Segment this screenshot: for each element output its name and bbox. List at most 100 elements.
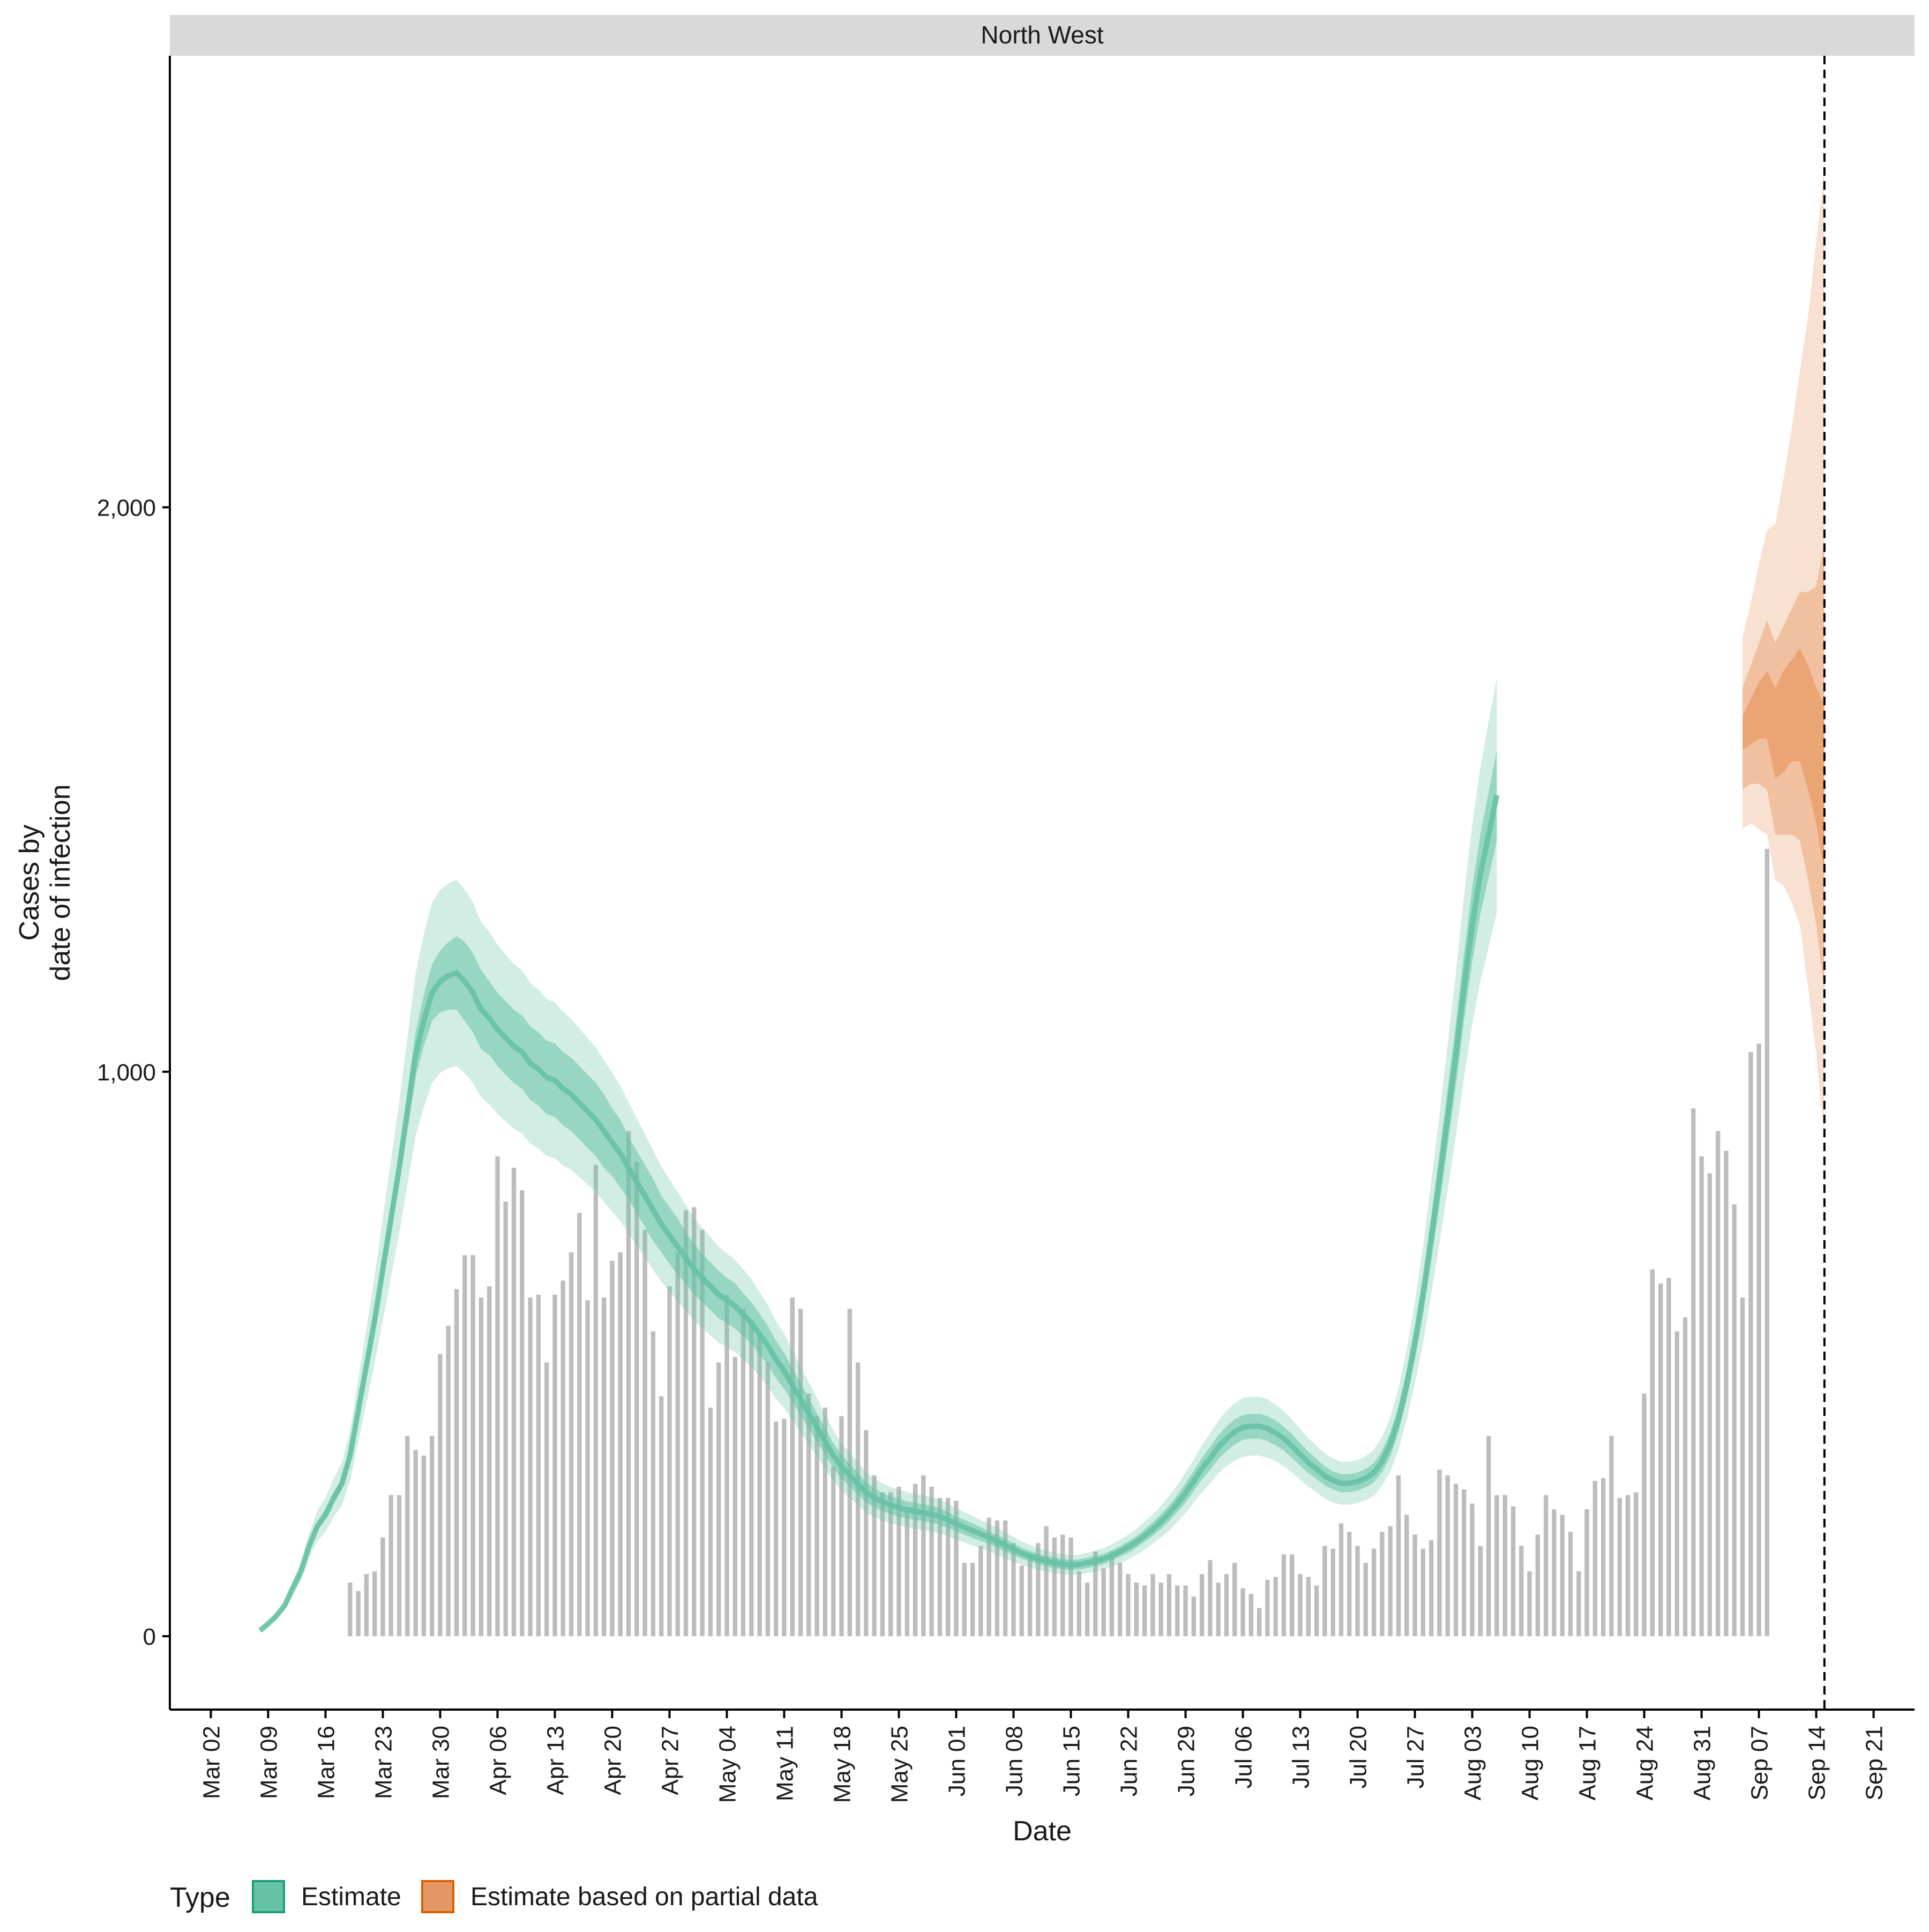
case-bar xyxy=(405,1436,410,1637)
case-bar xyxy=(626,1131,631,1637)
x-tick-label: May 18 xyxy=(829,1726,856,1803)
case-bar xyxy=(1478,1546,1483,1637)
case-bar xyxy=(1666,1278,1671,1637)
case-bar xyxy=(790,1297,795,1636)
case-bar xyxy=(1543,1495,1549,1637)
case-bar xyxy=(1453,1483,1459,1637)
case-bar xyxy=(1601,1478,1606,1637)
case-bar xyxy=(1076,1571,1081,1637)
case-bar xyxy=(716,1362,721,1637)
case-bar xyxy=(356,1591,361,1637)
case-bar xyxy=(1085,1583,1090,1637)
case-bar xyxy=(1224,1574,1229,1637)
case-bar xyxy=(1380,1532,1385,1636)
case-bar xyxy=(372,1571,377,1637)
x-tick-label: Jun 22 xyxy=(1116,1726,1142,1796)
case-bar xyxy=(397,1495,402,1637)
case-bar xyxy=(1404,1515,1409,1636)
x-tick-label: May 04 xyxy=(715,1726,741,1803)
case-bar xyxy=(544,1362,549,1637)
case-bar xyxy=(528,1297,533,1636)
case-bar xyxy=(1699,1156,1704,1637)
y-tick-label: 1,000 xyxy=(97,1060,156,1086)
case-bar xyxy=(798,1309,803,1637)
case-bar xyxy=(1314,1585,1319,1637)
case-bar xyxy=(1232,1563,1237,1637)
case-bar xyxy=(1470,1503,1475,1637)
y-axis-title-line2: date of infection xyxy=(45,784,76,981)
case-bar xyxy=(1764,848,1769,1637)
case-bar xyxy=(659,1396,664,1637)
x-tick-label: Jun 01 xyxy=(944,1726,970,1796)
case-bar xyxy=(1208,1560,1213,1637)
case-bar xyxy=(1568,1532,1573,1636)
case-bar xyxy=(978,1546,983,1637)
x-tick-label: Mar 30 xyxy=(428,1726,454,1799)
case-bar xyxy=(1298,1574,1303,1637)
case-bar xyxy=(732,1356,737,1637)
case-bar xyxy=(1691,1108,1696,1637)
case-bar xyxy=(1437,1469,1442,1637)
case-bar xyxy=(1552,1509,1557,1637)
case-bar xyxy=(1592,1481,1597,1636)
case-bar xyxy=(954,1501,959,1637)
case-bar xyxy=(929,1487,934,1637)
case-bar xyxy=(642,1229,647,1636)
case-bar xyxy=(1060,1534,1065,1637)
case-bar xyxy=(1339,1523,1344,1636)
y-tick-label: 0 xyxy=(143,1624,156,1650)
x-tick-label: Apr 06 xyxy=(485,1726,512,1795)
case-bar xyxy=(560,1280,565,1636)
x-tick-label: Jun 29 xyxy=(1173,1726,1200,1796)
bars-layer xyxy=(348,848,1769,1637)
estimate-band-90 xyxy=(260,677,1497,1632)
case-bar xyxy=(741,1309,746,1637)
case-bar xyxy=(946,1498,951,1636)
case-bar xyxy=(1732,1204,1737,1636)
case-bar xyxy=(1445,1475,1450,1637)
case-bar xyxy=(1625,1495,1631,1637)
case-bar xyxy=(806,1393,811,1637)
case-bar xyxy=(675,1252,680,1637)
x-tick-label: Apr 27 xyxy=(657,1726,684,1795)
case-bar xyxy=(757,1334,762,1637)
case-bar xyxy=(1634,1492,1639,1637)
case-bar xyxy=(1371,1548,1377,1637)
x-tick-label: Jun 08 xyxy=(1001,1726,1028,1796)
case-bar xyxy=(1355,1546,1360,1637)
partial-band-90 xyxy=(1743,168,1825,1140)
case-bar xyxy=(814,1416,819,1637)
case-bar xyxy=(1240,1588,1245,1637)
case-bar xyxy=(618,1252,623,1637)
x-tick-label: Sep 21 xyxy=(1861,1726,1888,1800)
x-tick-label: Jul 06 xyxy=(1231,1726,1257,1788)
x-tick-label: Jul 13 xyxy=(1288,1726,1314,1788)
case-bar xyxy=(1003,1520,1008,1637)
x-tick-label: Aug 10 xyxy=(1517,1726,1544,1800)
x-tick-label: Jul 27 xyxy=(1403,1726,1429,1788)
x-tick-label: Mar 16 xyxy=(313,1726,339,1799)
case-bar xyxy=(986,1517,991,1637)
case-bar xyxy=(1191,1597,1196,1637)
case-bar xyxy=(995,1520,1000,1637)
case-bar xyxy=(970,1563,975,1637)
case-bar xyxy=(1011,1543,1016,1637)
case-bar xyxy=(651,1331,656,1637)
case-bar xyxy=(1167,1574,1172,1637)
case-bar xyxy=(1617,1498,1622,1636)
case-bar xyxy=(462,1255,467,1636)
case-bar xyxy=(1044,1526,1049,1637)
case-bar xyxy=(552,1294,557,1637)
case-bar xyxy=(1420,1548,1425,1637)
x-tick-label: Apr 13 xyxy=(543,1726,569,1795)
case-bar xyxy=(511,1167,517,1637)
legend: Type Estimate Estimate based on partial … xyxy=(170,1880,818,1913)
partial-bands xyxy=(1743,168,1825,1140)
case-bar xyxy=(454,1289,459,1636)
case-bar xyxy=(823,1407,828,1637)
case-bar xyxy=(1388,1526,1393,1637)
x-tick-label: Aug 03 xyxy=(1460,1726,1486,1800)
case-bar xyxy=(937,1498,943,1636)
case-bar xyxy=(470,1255,475,1636)
